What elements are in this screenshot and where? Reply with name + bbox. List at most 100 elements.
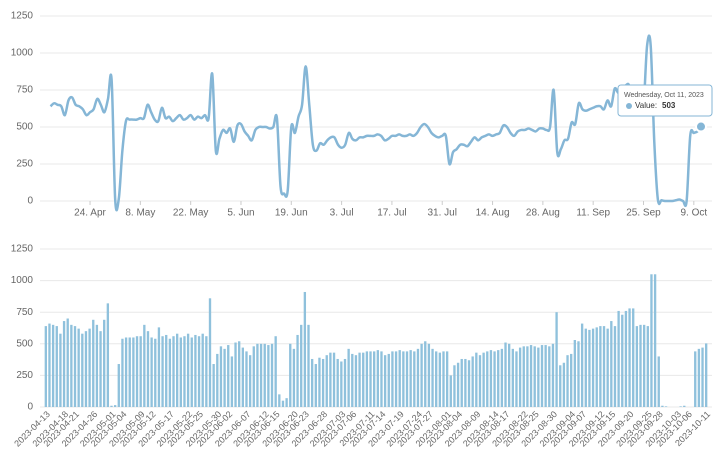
bar [584, 328, 587, 407]
bar [289, 343, 292, 407]
bar [617, 310, 620, 407]
tooltip-box [617, 84, 713, 117]
y-tick-label: 1250 [11, 244, 34, 255]
bar [435, 351, 438, 407]
bar [507, 343, 511, 407]
bar [351, 353, 354, 407]
bar [146, 331, 150, 407]
bar [70, 324, 73, 407]
bar [526, 346, 529, 407]
y-tick-label: 1000 [11, 48, 34, 59]
bar [197, 336, 201, 407]
y-tick-label: 0 [27, 196, 33, 207]
bar [416, 348, 420, 407]
bar [296, 334, 299, 407]
y-tick-label: 250 [16, 159, 33, 170]
bar [99, 331, 102, 407]
bar [314, 364, 317, 407]
x-tick-label: 28. Aug [526, 208, 560, 219]
bar [705, 343, 708, 407]
bar [580, 323, 584, 407]
bar [278, 394, 281, 407]
bar [548, 346, 551, 407]
bar [95, 324, 99, 407]
bar [409, 350, 412, 407]
bar [570, 353, 573, 407]
bar [566, 355, 569, 407]
bar [511, 348, 514, 407]
bar [124, 337, 128, 407]
bar [391, 351, 394, 407]
bar [121, 338, 124, 407]
bar [537, 347, 540, 407]
bar [460, 358, 463, 407]
bar [424, 341, 427, 407]
bar [369, 351, 372, 407]
bar [168, 338, 172, 407]
bar [88, 328, 91, 407]
bar [518, 347, 522, 407]
bar [281, 400, 285, 407]
bar [248, 355, 252, 407]
bar [73, 326, 77, 407]
bar [110, 405, 113, 407]
bar [551, 343, 555, 407]
bar [540, 345, 544, 407]
bar [329, 352, 332, 407]
tooltip-title: Wednesday, Oct 11, 2023 [624, 92, 704, 99]
x-tick-label: 11. Sep [576, 208, 610, 219]
bar [628, 308, 631, 407]
bar [653, 274, 657, 407]
bar [493, 351, 496, 407]
bar [245, 351, 248, 407]
bar [212, 364, 215, 407]
bar [285, 398, 288, 407]
bar [387, 353, 390, 407]
bar [610, 321, 613, 407]
bar [442, 351, 445, 407]
y-tick-label: 1000 [11, 275, 34, 286]
bar [504, 342, 507, 407]
bar [559, 365, 562, 407]
bar [683, 405, 686, 407]
bar [591, 328, 595, 407]
bar [577, 341, 580, 407]
bar [624, 310, 628, 407]
bar [190, 337, 193, 407]
x-tick-label: 24. Apr [74, 208, 106, 219]
bar [606, 328, 609, 407]
bar [445, 351, 449, 407]
bar [621, 314, 624, 407]
bar [405, 351, 409, 407]
bar [256, 343, 259, 407]
bar [642, 324, 646, 407]
bar [573, 340, 577, 407]
bar [376, 350, 379, 407]
bar [383, 355, 387, 407]
bar [453, 365, 456, 407]
bar [183, 336, 186, 407]
bar [431, 348, 434, 407]
bar [274, 336, 277, 407]
bar [478, 355, 482, 407]
bar [420, 343, 423, 407]
bar [500, 348, 504, 407]
bar [201, 333, 204, 407]
bar [230, 356, 234, 407]
bar [664, 406, 668, 407]
bar [321, 358, 325, 407]
bar [694, 351, 697, 407]
bar [172, 336, 175, 407]
bar [402, 351, 405, 407]
bar [650, 274, 653, 407]
x-tick-label: 19. Jun [275, 208, 308, 219]
bar [303, 291, 307, 407]
bar [562, 362, 566, 407]
bar [679, 406, 682, 407]
bar [92, 319, 95, 407]
y-tick-label: 500 [16, 338, 33, 349]
bar [238, 341, 241, 407]
bar [77, 328, 80, 407]
bar [599, 326, 602, 407]
